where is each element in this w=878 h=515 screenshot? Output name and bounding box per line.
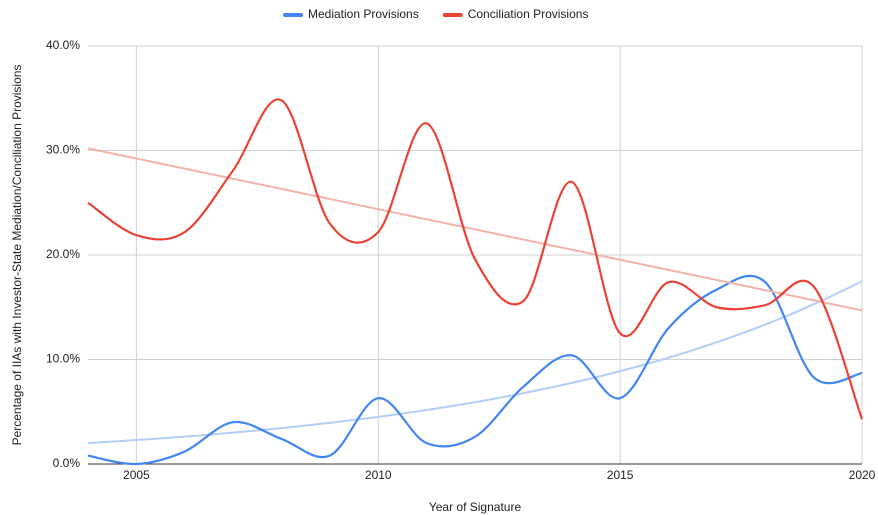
series-line (87, 274, 863, 466)
x-tick-label: 2015 (607, 468, 634, 482)
trendline (87, 280, 863, 445)
x-axis-label: Year of Signature (429, 500, 522, 514)
y-tick-label: 10.0% (46, 352, 80, 366)
x-tick-label: 2020 (849, 468, 876, 482)
legend-label: Conciliation Provisions (468, 7, 589, 21)
y-tick-label: 20.0% (46, 247, 80, 261)
y-tick-label: 30.0% (46, 143, 80, 157)
y-tick-label: 0.0% (53, 456, 81, 470)
series-line (87, 98, 864, 420)
x-tick-label: 2010 (365, 468, 392, 482)
x-tick-label: 2005 (123, 468, 150, 482)
legend-label: Mediation Provisions (308, 7, 419, 21)
y-tick-label: 40.0% (46, 38, 80, 52)
y-axis-label: Percentage of IIAs with Investor-State M… (10, 65, 24, 446)
trendline (87, 147, 863, 312)
